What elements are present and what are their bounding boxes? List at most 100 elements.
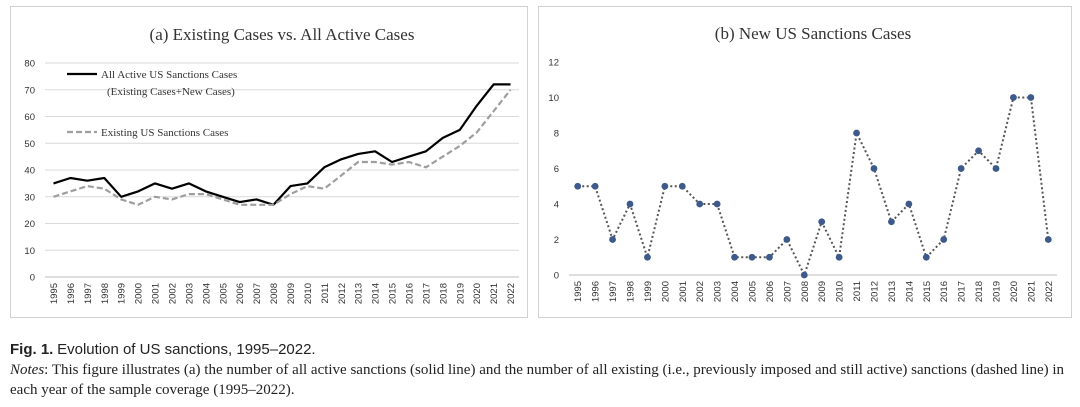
chart-b-data-point bbox=[940, 236, 948, 243]
chart-a-x-tick-label: 2009 bbox=[286, 283, 297, 304]
chart-a-x-tick-label: 2018 bbox=[438, 283, 449, 304]
chart-b-y-tick-label: 6 bbox=[554, 164, 559, 175]
chart-a-y-tick-label: 20 bbox=[24, 219, 35, 230]
chart-b-x-tick-label: 2010 bbox=[835, 281, 846, 302]
chart-b-data-point bbox=[835, 253, 843, 261]
chart-b-x-tick-label: 2002 bbox=[695, 281, 706, 302]
chart-b-data-point bbox=[905, 200, 913, 208]
chart-a-x-tick-label: 2007 bbox=[252, 283, 263, 304]
chart-b-data-point bbox=[574, 182, 582, 190]
chart-a-x-tick-label: 2014 bbox=[371, 283, 382, 304]
chart-b-svg: (b) New US Sanctions Cases 0 2 4 6 8 10 12 1995 1… bbox=[548, 24, 1057, 302]
chart-a-x-tick-label: 2003 bbox=[184, 283, 195, 304]
chart-b-x-tick-label: 1998 bbox=[626, 281, 637, 302]
chart-a-title: (a) Existing Cases vs. All Active Cases bbox=[150, 25, 415, 44]
figure-title: Evolution of US sanctions, 1995–2022. bbox=[57, 341, 316, 358]
chart-b-x-tick-label: 1996 bbox=[591, 281, 602, 302]
chart-a-x-tick-label: 1998 bbox=[100, 283, 111, 304]
chart-panel-b: (b) New US Sanctions Cases 0 2 4 6 8 10 12 1995 1… bbox=[538, 6, 1072, 318]
chart-b-y-tick-label: 4 bbox=[554, 200, 559, 211]
chart-b-y-tick-label: 10 bbox=[548, 93, 559, 104]
chart-a-y-tick-label: 30 bbox=[24, 192, 35, 203]
chart-b-x-tick-label: 2019 bbox=[992, 281, 1003, 302]
chart-b-data-point bbox=[748, 253, 756, 261]
chart-b-x-tick-label: 1997 bbox=[608, 281, 619, 302]
chart-b-data-point bbox=[957, 165, 965, 172]
chart-a-series-line-0 bbox=[53, 83, 511, 206]
chart-b-x-tick-label: 2001 bbox=[678, 281, 689, 302]
chart-a-x-tick-label: 2001 bbox=[151, 283, 162, 304]
chart-a-x-tick-label: 2004 bbox=[201, 283, 212, 304]
chart-b-data-point bbox=[783, 236, 791, 243]
chart-b-y-tick-label: 8 bbox=[554, 129, 559, 140]
chart-b-data-point bbox=[853, 129, 860, 137]
chart-b-x-tick-label: 2011 bbox=[852, 281, 863, 301]
chart-b-series-line-0 bbox=[577, 96, 1050, 276]
chart-a-x-tick-label: 1999 bbox=[117, 283, 128, 304]
chart-a-x-tick-label: 2017 bbox=[421, 283, 432, 304]
figure-caption: Fig. 1. Evolution of US sanctions, 1995–… bbox=[10, 340, 1075, 400]
chart-a-x-tick-label: 1997 bbox=[83, 283, 94, 304]
chart-b-x-tick-label: 2018 bbox=[974, 281, 985, 302]
chart-a-x-tick-label: 2016 bbox=[404, 283, 415, 304]
chart-b-data-point bbox=[1027, 94, 1035, 101]
chart-b-x-tick-label: 2016 bbox=[939, 281, 950, 302]
chart-a-y-tick-label: 60 bbox=[24, 112, 35, 123]
chart-b-y-tick-label: 12 bbox=[548, 58, 559, 69]
chart-b-data-point bbox=[922, 253, 930, 261]
chart-b-data-point bbox=[609, 236, 616, 243]
chart-a-y-tick-label: 10 bbox=[24, 246, 35, 257]
chart-b-x-tick-label: 2013 bbox=[887, 281, 898, 302]
chart-b-data-point bbox=[626, 200, 634, 208]
chart-b-x-tick-label: 2003 bbox=[713, 281, 724, 302]
chart-b-x-tick-label: 2008 bbox=[800, 281, 811, 302]
chart-b-x-tick-label: 1999 bbox=[643, 281, 654, 302]
chart-a-x-tick-label: 2022 bbox=[506, 283, 517, 304]
chart-b-y-tick-label: 2 bbox=[554, 235, 559, 246]
chart-a-legend-label-active: All Active US Sanctions Cases bbox=[101, 69, 237, 81]
chart-b-x-tick-label: 2020 bbox=[1009, 281, 1020, 302]
notes-text: : This figure illustrates (a) the number… bbox=[10, 362, 1065, 398]
chart-b-data-point bbox=[818, 218, 826, 226]
chart-a-y-tick-label: 50 bbox=[24, 139, 35, 150]
chart-b-data-point bbox=[731, 253, 738, 261]
chart-a-y-tick-label: 0 bbox=[30, 273, 35, 284]
chart-a-series-line-1 bbox=[53, 89, 512, 206]
notes-label: Notes bbox=[10, 362, 45, 378]
chart-a-x-tick-label: 1996 bbox=[66, 283, 77, 304]
chart-a-x-tick-label: 2005 bbox=[218, 283, 229, 304]
chart-a-y-tick-label: 80 bbox=[24, 59, 35, 70]
chart-a-x-tick-label: 2012 bbox=[337, 283, 348, 304]
chart-b-data-point bbox=[975, 147, 982, 155]
chart-a-x-tick-label: 2008 bbox=[269, 283, 280, 304]
chart-a-y-tick-label: 70 bbox=[24, 85, 35, 96]
chart-a-x-tick-label: 2019 bbox=[455, 283, 466, 304]
chart-a-x-tick-label: 2013 bbox=[354, 283, 365, 304]
chart-b-data-point bbox=[591, 182, 599, 190]
chart-b-data-point bbox=[661, 182, 669, 190]
chart-b-data-point bbox=[888, 218, 895, 226]
chart-a-x-tick-label: 1995 bbox=[49, 283, 60, 304]
chart-a-x-tick-label: 2015 bbox=[388, 283, 399, 304]
chart-b-data-point bbox=[1010, 94, 1017, 101]
chart-a-y-tick-label: 40 bbox=[24, 166, 35, 177]
chart-b-data-point bbox=[766, 253, 773, 261]
chart-a-x-tick-label: 2002 bbox=[167, 283, 178, 304]
chart-b-x-tick-label: 2004 bbox=[730, 281, 741, 302]
chart-a-svg: (a) Existing Cases vs. All Active Cases 0… bbox=[24, 25, 519, 304]
chart-b-x-tick-label: 2021 bbox=[1026, 281, 1037, 302]
chart-a-legend-label-existing: Existing US Sanctions Cases bbox=[101, 127, 228, 139]
chart-b-x-tick-label: 2017 bbox=[957, 281, 968, 302]
chart-b-x-tick-label: 2015 bbox=[922, 281, 933, 302]
chart-panel-a: (a) Existing Cases vs. All Active Cases 0… bbox=[10, 6, 528, 318]
chart-b-data-point bbox=[800, 271, 808, 279]
chart-b-x-tick-label: 2009 bbox=[817, 281, 828, 302]
chart-b-data-point bbox=[644, 253, 651, 261]
chart-b-x-tick-label: 2007 bbox=[782, 281, 793, 302]
chart-a-x-tick-label: 2000 bbox=[134, 283, 145, 304]
chart-b-data-point bbox=[992, 165, 1000, 172]
chart-a-x-tick-label: 2020 bbox=[472, 283, 483, 304]
chart-b-data-point bbox=[870, 165, 878, 172]
chart-a-x-tick-label: 2010 bbox=[303, 283, 314, 304]
chart-b-data-point bbox=[1044, 236, 1052, 243]
